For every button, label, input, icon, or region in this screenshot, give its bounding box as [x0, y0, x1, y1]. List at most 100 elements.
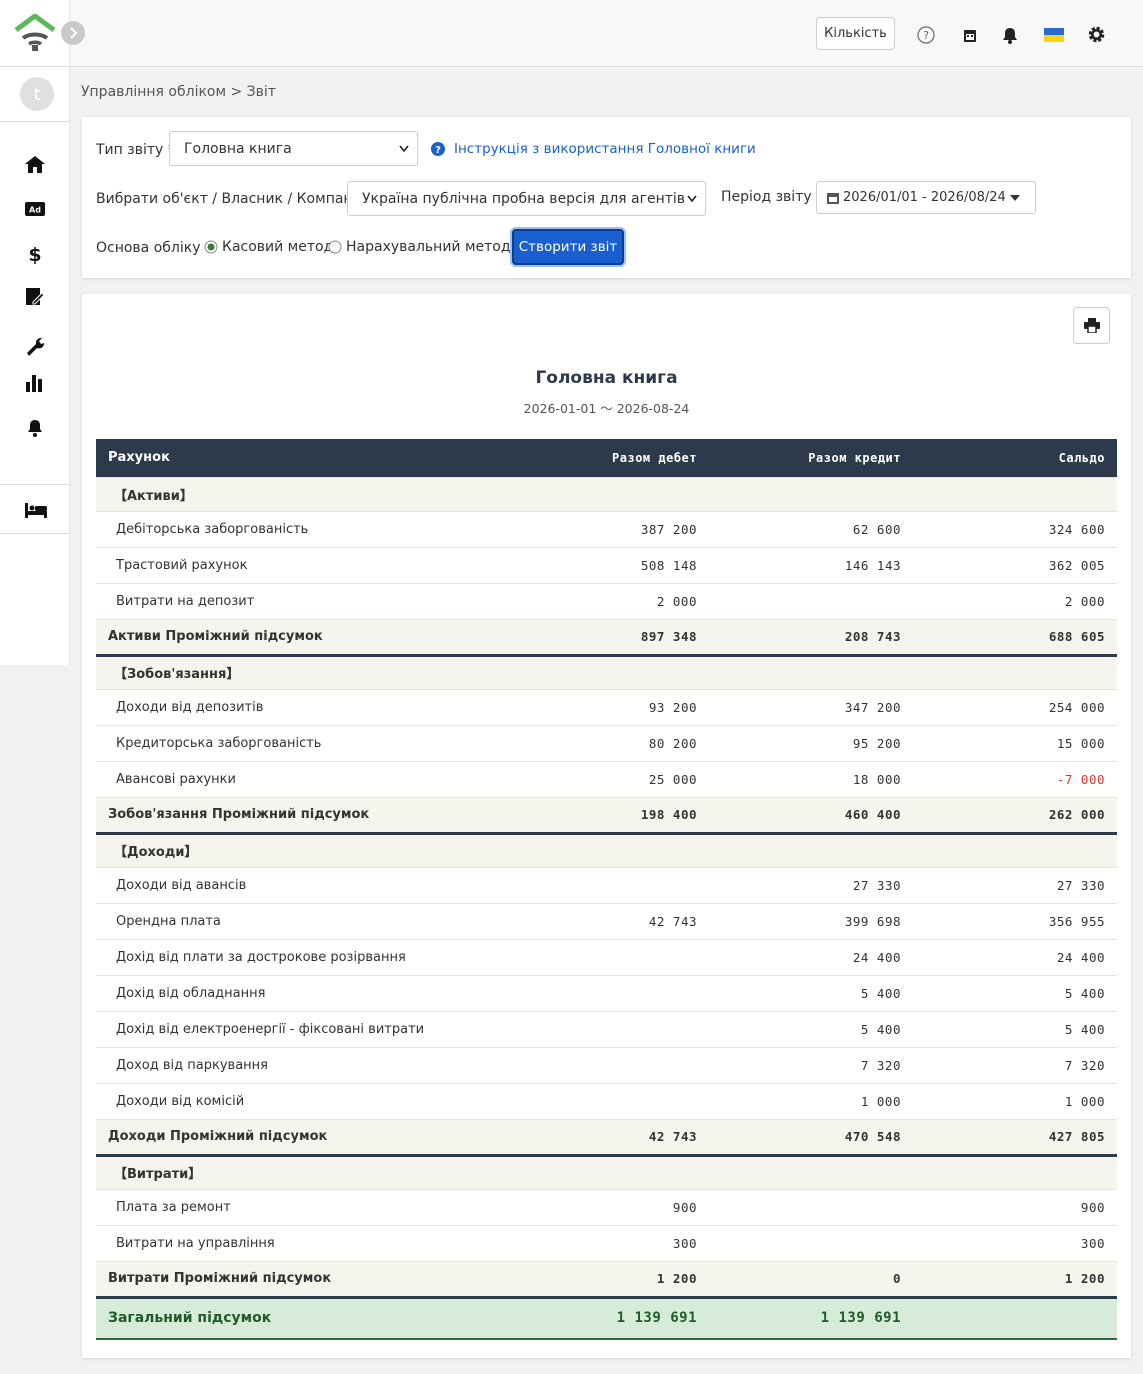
report-type-label: Тип звіту * [96, 142, 175, 158]
account-label: Кредиторська заборгованість [96, 725, 496, 762]
help-icon[interactable]: ? [916, 25, 936, 45]
quantity-button[interactable]: Кількість [816, 17, 895, 50]
balance-cell: 362 005 [913, 547, 1117, 584]
empty-cell [496, 975, 709, 1012]
svg-text:?: ? [923, 29, 929, 42]
empty-cell [709, 583, 913, 620]
report-type-select[interactable]: Головна книга [169, 131, 418, 166]
section-row: 【Зобов'язання】 [96, 655, 1117, 690]
balance-cell: 356 955 [913, 903, 1117, 940]
account-label: Витрати на управління [96, 1225, 496, 1262]
radio-label[interactable]: Нарахувальний метод [346, 239, 511, 255]
submit-button[interactable]: Створити звіт [512, 229, 624, 265]
filter-panel: Тип звіту * Головна книга ? Інструкція з… [82, 117, 1131, 278]
period-picker[interactable]: 2026/01/01 - 2026/08/24 [816, 181, 1036, 214]
balance-cell: 900 [913, 1189, 1117, 1226]
balance-cell: 324 600 [913, 511, 1117, 548]
balance-cell: 15 000 [913, 725, 1117, 762]
balance-cell: 5 400 [913, 1011, 1117, 1048]
account-label: Дебіторська заборгованість [96, 511, 496, 548]
credit-cell: 62 600 [709, 511, 913, 548]
account-label: Плата за ремонт [96, 1189, 496, 1226]
period-value: 2026/01/01 - 2026/08/24 [843, 190, 1006, 205]
sidebar-toggle[interactable] [60, 20, 86, 46]
subtotal-row: Доходи Проміжний підсумок 42 743 470 548 42… [96, 1119, 1117, 1157]
empty-cell [913, 1297, 1117, 1340]
balance-cell: 27 330 [913, 867, 1117, 904]
object-label: Вибрати об'єкт / Власник / Компанія * [96, 191, 376, 207]
empty-cell [496, 939, 709, 976]
debit-cell: 1 200 [496, 1261, 709, 1299]
sidebar-icons[interactable]: Ad $ [24, 155, 46, 455]
empty-cell [496, 867, 709, 904]
logo[interactable] [14, 14, 56, 52]
radio-checked[interactable] [204, 240, 218, 254]
debit-cell: 42 743 [496, 1119, 709, 1157]
balance-cell: 688 605 [913, 619, 1117, 657]
item-row: Дохід від плати за дострокове розірвання… [96, 939, 1117, 976]
item-row: Плата за ремонт 900 900 [96, 1189, 1117, 1226]
debit-cell: 1 139 691 [496, 1297, 709, 1340]
bell-icon[interactable] [1002, 27, 1018, 44]
item-row: Доходи від депозитів 93 200 347 200 254 000 [96, 689, 1117, 726]
balance-cell: 427 805 [913, 1119, 1117, 1157]
section-label: 【Активи】 [96, 477, 1117, 512]
help-icon: ? [431, 142, 445, 156]
balance-cell: 5 400 [913, 975, 1117, 1012]
print-button[interactable] [1073, 307, 1110, 344]
item-row: Кредиторська заборгованість 80 200 95 200 1… [96, 725, 1117, 762]
breadcrumb: Управління обліком > Звіт [81, 84, 276, 100]
subtotal-row: Зобов'язання Проміжний підсумок 198 400 46… [96, 797, 1117, 835]
settings-icon[interactable] [1088, 26, 1105, 43]
subtotal-row: Активи Проміжний підсумок 897 348 208 743 6… [96, 619, 1117, 657]
item-row: Витрати на управління 300 300 [96, 1225, 1117, 1262]
svg-text:?: ? [435, 145, 441, 156]
account-label: Загальний підсумок [96, 1297, 496, 1340]
account-label: Авансові рахунки [96, 761, 496, 798]
radio[interactable] [328, 240, 342, 254]
item-row: Доход від паркування 7 320 7 320 [96, 1047, 1117, 1084]
select-value: Україна публічна пробна версія для агент… [362, 190, 686, 207]
radio-label[interactable]: Касовий метод [222, 239, 334, 255]
bed-icon[interactable] [24, 502, 48, 519]
report-range: 2026-01-01 〜 2026-08-24 [523, 401, 690, 416]
item-row: Авансові рахунки 25 000 18 000 -7 000 [96, 761, 1117, 798]
debit-cell: 900 [496, 1189, 709, 1226]
ledger-table: Рахунок Разом дебет Разом кредит Сальдо 【Ак… [96, 439, 1117, 1340]
avatar[interactable]: t [20, 77, 54, 111]
help-link[interactable]: Інструкція з використання Головної книги [454, 141, 756, 157]
account-label: Доход від паркування [96, 1047, 496, 1084]
debit-cell: 508 148 [496, 547, 709, 584]
account-label: Трастовий рахунок [96, 547, 496, 584]
section-row: 【Активи】 [96, 477, 1117, 512]
balance-cell: 254 000 [913, 689, 1117, 726]
credit-cell: 470 548 [709, 1119, 913, 1157]
item-row: Доходи від авансів 27 330 27 330 [96, 867, 1117, 904]
column-header: Разом дебет [496, 439, 709, 478]
section-label: 【Доходи】 [96, 833, 1117, 868]
account-label: Витрати Проміжний підсумок [96, 1261, 496, 1299]
debit-cell: 198 400 [496, 797, 709, 835]
report-title: Головна книга [535, 368, 678, 388]
account-label: Доходи від комісій [96, 1083, 496, 1120]
account-label: Зобов'язання Проміжний підсумок [96, 797, 496, 835]
item-row: Орендна плата 42 743 399 698 356 955 [96, 903, 1117, 940]
account-label: Витрати на депозит [96, 583, 496, 620]
object-select[interactable]: Україна публічна пробна версія для агент… [347, 181, 706, 216]
empty-cell [496, 1011, 709, 1048]
debit-cell: 300 [496, 1225, 709, 1262]
credit-cell: 95 200 [709, 725, 913, 762]
subtotal-row: Витрати Проміжний підсумок 1 200 0 1 200 [96, 1261, 1117, 1299]
account-label: Орендна плата [96, 903, 496, 940]
section-label: 【Витрати】 [96, 1155, 1117, 1190]
credit-cell: 18 000 [709, 761, 913, 798]
credit-cell: 7 320 [709, 1047, 913, 1084]
report-panel: Головна книга 2026-01-01 〜 2026-08-24 Ра… [82, 294, 1131, 1358]
language-flag[interactable] [1044, 28, 1064, 42]
label-text: Вибрати об'єкт / Власник / Компанія [96, 191, 365, 207]
calendar-icon[interactable] [962, 27, 978, 43]
total-row: Загальний підсумок 1 139 691 1 139 691 [96, 1297, 1117, 1340]
debit-cell: 897 348 [496, 619, 709, 657]
balance-cell: 300 [913, 1225, 1117, 1262]
balance-cell: 7 320 [913, 1047, 1117, 1084]
